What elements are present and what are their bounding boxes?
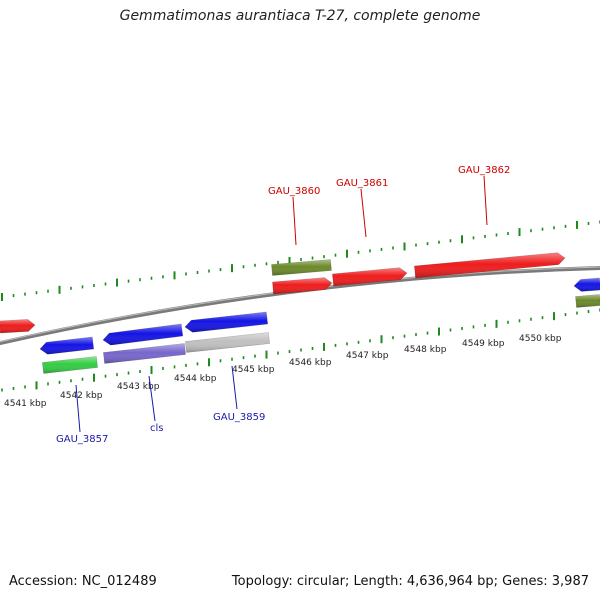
scale-label: 4546 kbp [289, 358, 332, 368]
red-gene-left-shading [0, 319, 35, 333]
scale-label: 4545 kbp [232, 365, 275, 375]
scale-label: 4541 kbp [4, 399, 47, 409]
green-feature-3857 [42, 356, 98, 374]
blue-gene-3859 [184, 311, 269, 333]
purple-feature-cls-shading [103, 343, 186, 364]
blue-gene-3857 [39, 336, 95, 355]
accession-text: Accession: NC_012489 [9, 574, 157, 589]
gene-leader-line [75, 384, 81, 433]
scale-label: 4549 kbp [462, 339, 505, 349]
olive-feature-3860-shading [271, 259, 332, 276]
red-gene-3862-shading [414, 252, 565, 278]
blue-gene-cls [102, 323, 184, 346]
outer-tick-ring [1, 220, 600, 301]
grey-feature-3859-shading [185, 332, 270, 353]
gene-label-upper: GAU_3860 [268, 186, 320, 197]
olive-feature-right [575, 294, 600, 308]
blue-gene-right-shading [574, 278, 600, 292]
scale-label: 4543 kbp [117, 382, 160, 392]
gene-label-lower: cls [150, 423, 164, 434]
scale-label: 4542 kbp [60, 391, 103, 401]
purple-feature-cls [103, 343, 186, 364]
gene-label-upper: GAU_3862 [458, 165, 510, 176]
red-gene-3861 [332, 267, 408, 287]
scale-label: 4550 kbp [519, 334, 562, 344]
red-gene-3860 [272, 277, 333, 295]
blue-gene-3859-shading [185, 312, 268, 333]
gene-labels: GAU_3860 GAU_3861 GAU_3862 GAU_3857 cls GAU_3… [56, 165, 510, 445]
red-gene-left [0, 319, 36, 334]
red-gene-3861-shading [332, 267, 407, 286]
gene-features [0, 252, 600, 374]
blue-gene-right [573, 277, 600, 292]
gene-leader-line [231, 365, 238, 410]
red-gene-3860-shading [272, 277, 332, 294]
gene-leader-line [360, 188, 367, 238]
gene-leader-line [483, 175, 488, 226]
red-gene-3862 [414, 252, 566, 279]
gene-label-upper: GAU_3861 [336, 178, 388, 189]
olive-feature-right-shading [575, 294, 600, 308]
inner-tick-ring [1, 308, 600, 392]
scale-label: 4544 kbp [174, 374, 217, 384]
gene-leader-line [292, 196, 297, 246]
scale-label: 4547 kbp [346, 351, 389, 361]
grey-feature-3859 [185, 332, 270, 353]
olive-feature-3860 [271, 259, 332, 276]
genome-summary-text: Topology: circular; Length: 4,636,964 bp… [231, 574, 589, 589]
gene-label-lower: GAU_3857 [56, 434, 108, 445]
green-feature-3857-shading [42, 356, 98, 374]
scale-label: 4548 kbp [404, 345, 447, 355]
scale-labels: 4541 kbp 4542 kbp 4543 kbp 4544 kbp 4545 kbp… [4, 334, 562, 409]
genome-backbone [0, 266, 600, 345]
gene-label-lower: GAU_3859 [213, 412, 265, 423]
gene-leader-line [148, 375, 156, 422]
map-title: Gemmatimonas aurantiaca T-27, complete g… [119, 8, 481, 24]
blue-gene-3857-shading [40, 337, 94, 355]
blue-gene-cls-shading [103, 324, 183, 346]
